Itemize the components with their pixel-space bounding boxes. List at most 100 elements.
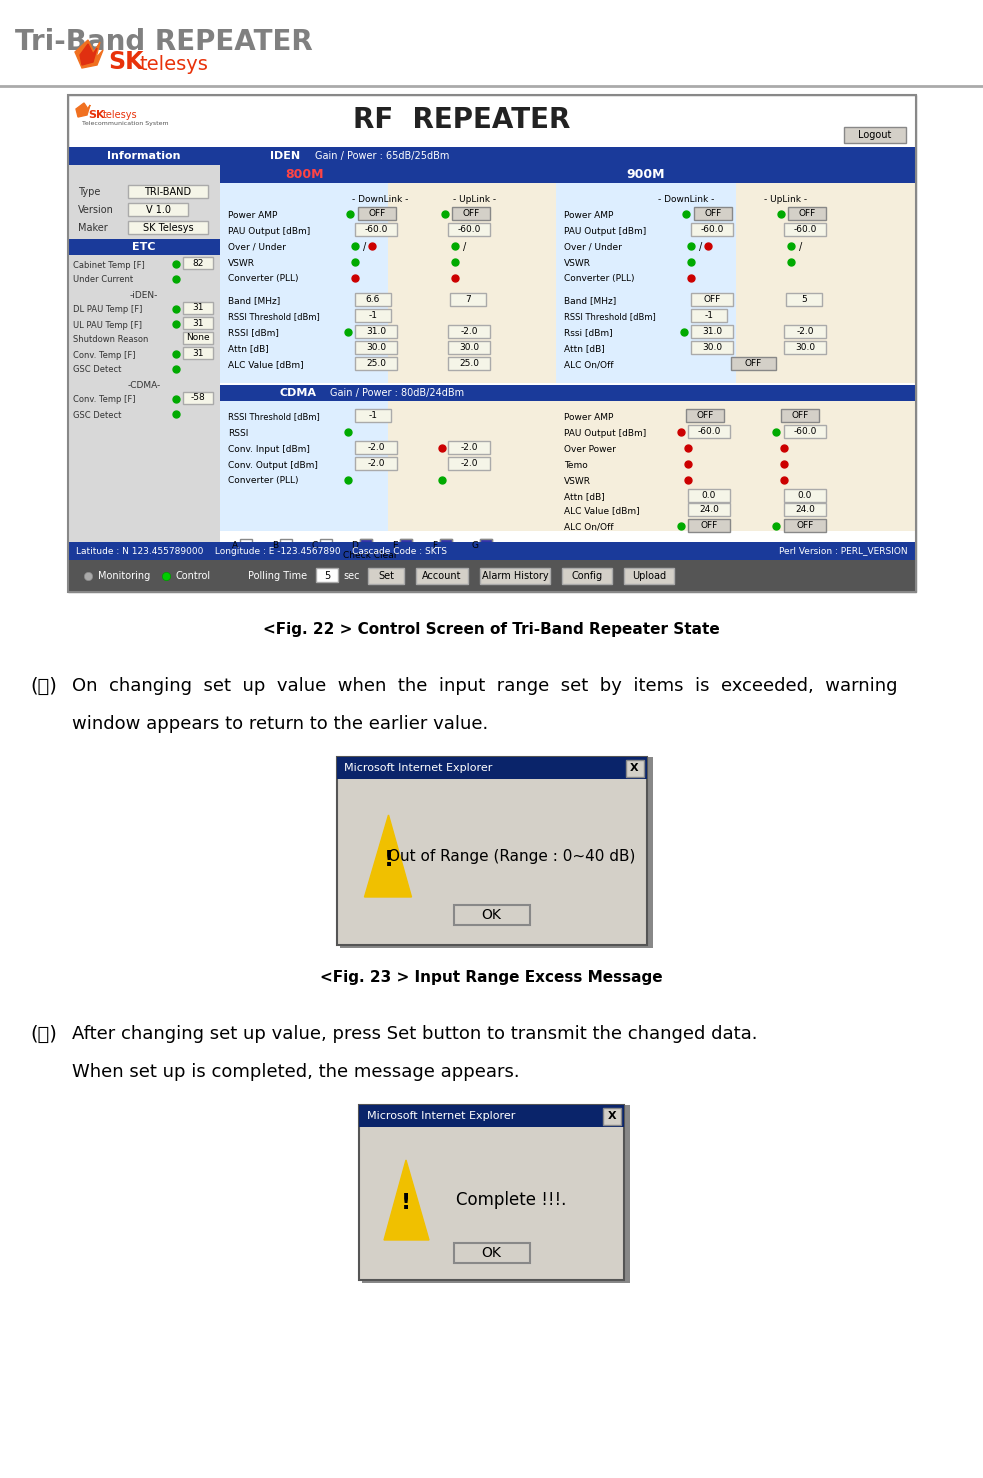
FancyBboxPatch shape xyxy=(355,293,391,306)
Text: Gain / Power : 80dB/24dBm: Gain / Power : 80dB/24dBm xyxy=(330,389,464,398)
Text: Perl Version : PERL_VERSION: Perl Version : PERL_VERSION xyxy=(780,547,908,556)
Text: 31: 31 xyxy=(193,318,203,328)
Text: -2.0: -2.0 xyxy=(460,327,478,336)
Text: Rssi [dBm]: Rssi [dBm] xyxy=(564,328,612,337)
Text: GSC Detect: GSC Detect xyxy=(73,365,121,374)
Text: IDEN: IDEN xyxy=(270,151,300,161)
Text: -60.0: -60.0 xyxy=(365,225,387,234)
FancyBboxPatch shape xyxy=(400,539,412,548)
FancyBboxPatch shape xyxy=(368,568,404,584)
FancyBboxPatch shape xyxy=(784,341,826,355)
Text: RSSI Threshold [dBm]: RSSI Threshold [dBm] xyxy=(228,312,319,322)
Text: Over / Under: Over / Under xyxy=(228,242,286,251)
Text: -1: -1 xyxy=(369,411,377,420)
Text: Over / Under: Over / Under xyxy=(564,242,622,251)
FancyBboxPatch shape xyxy=(784,503,826,516)
Text: (９): (９) xyxy=(30,1026,57,1043)
FancyBboxPatch shape xyxy=(360,539,372,548)
Text: -iDEN-: -iDEN- xyxy=(130,291,158,300)
Text: Config: Config xyxy=(571,571,603,581)
FancyBboxPatch shape xyxy=(416,568,468,584)
Text: VSWR: VSWR xyxy=(564,476,591,485)
FancyBboxPatch shape xyxy=(448,358,490,370)
FancyBboxPatch shape xyxy=(784,426,826,437)
Text: VSWR: VSWR xyxy=(228,259,255,268)
Text: When set up is completed, the message appears.: When set up is completed, the message ap… xyxy=(72,1063,520,1080)
Text: Attn [dB]: Attn [dB] xyxy=(564,344,605,353)
FancyBboxPatch shape xyxy=(453,1243,530,1264)
Text: - DownLink -: - DownLink - xyxy=(352,195,408,204)
FancyBboxPatch shape xyxy=(68,146,220,166)
Text: RSSI Threshold [dBm]: RSSI Threshold [dBm] xyxy=(228,412,319,421)
Text: ETC: ETC xyxy=(133,242,155,253)
FancyBboxPatch shape xyxy=(480,539,492,548)
Text: -58: -58 xyxy=(191,393,205,402)
Text: ALC On/Off: ALC On/Off xyxy=(564,361,613,370)
FancyBboxPatch shape xyxy=(183,347,213,359)
Text: telesys: telesys xyxy=(140,55,208,74)
Text: Conv. Temp [F]: Conv. Temp [F] xyxy=(73,396,136,405)
Text: Out of Range (Range : 0~40 dB): Out of Range (Range : 0~40 dB) xyxy=(388,850,635,865)
FancyBboxPatch shape xyxy=(183,333,213,344)
FancyBboxPatch shape xyxy=(68,95,916,593)
Text: Band [MHz]: Band [MHz] xyxy=(228,297,280,306)
FancyBboxPatch shape xyxy=(448,325,490,338)
Text: Power AMP: Power AMP xyxy=(564,210,613,220)
FancyBboxPatch shape xyxy=(220,183,556,383)
FancyBboxPatch shape xyxy=(440,539,452,548)
Text: SK: SK xyxy=(88,109,104,120)
Text: <Fig. 22 > Control Screen of Tri-Band Repeater State: <Fig. 22 > Control Screen of Tri-Band Re… xyxy=(263,622,720,637)
FancyBboxPatch shape xyxy=(362,1106,630,1283)
FancyBboxPatch shape xyxy=(183,302,213,313)
Text: 30.0: 30.0 xyxy=(795,343,815,352)
FancyBboxPatch shape xyxy=(68,542,916,560)
Text: G: G xyxy=(472,541,479,550)
Text: ALC Value [dBm]: ALC Value [dBm] xyxy=(228,361,304,370)
FancyBboxPatch shape xyxy=(784,489,826,503)
Text: Power AMP: Power AMP xyxy=(564,412,613,421)
Text: -1: -1 xyxy=(369,310,377,321)
Text: Complete !!!.: Complete !!!. xyxy=(456,1191,566,1209)
FancyBboxPatch shape xyxy=(691,293,733,306)
Text: Cabinet Temp [F]: Cabinet Temp [F] xyxy=(73,260,145,269)
Text: -CDMA-: -CDMA- xyxy=(128,380,160,390)
FancyBboxPatch shape xyxy=(335,548,405,563)
Text: 82: 82 xyxy=(193,259,203,268)
FancyBboxPatch shape xyxy=(844,127,906,143)
Text: Converter (PLL): Converter (PLL) xyxy=(564,275,634,284)
Text: SK: SK xyxy=(108,50,144,74)
Text: X: X xyxy=(630,763,639,773)
FancyBboxPatch shape xyxy=(686,409,724,423)
FancyBboxPatch shape xyxy=(448,223,490,236)
FancyBboxPatch shape xyxy=(784,325,826,338)
FancyBboxPatch shape xyxy=(280,539,292,548)
FancyBboxPatch shape xyxy=(183,316,213,330)
Text: 31.0: 31.0 xyxy=(702,327,723,336)
Text: 25.0: 25.0 xyxy=(366,359,386,368)
FancyBboxPatch shape xyxy=(788,207,826,220)
Text: telesys: telesys xyxy=(103,109,138,120)
Text: Logout: Logout xyxy=(858,130,892,140)
Text: !: ! xyxy=(383,850,393,871)
Text: sec: sec xyxy=(343,571,360,581)
Text: - UpLink -: - UpLink - xyxy=(453,195,496,204)
FancyBboxPatch shape xyxy=(220,401,556,531)
Text: ALC On/Off: ALC On/Off xyxy=(564,523,613,532)
Text: Attn [dB]: Attn [dB] xyxy=(228,344,268,353)
Text: Version: Version xyxy=(78,205,114,214)
Polygon shape xyxy=(384,1160,429,1240)
FancyBboxPatch shape xyxy=(786,293,822,306)
Polygon shape xyxy=(76,103,90,117)
Text: SK Telesys: SK Telesys xyxy=(143,223,194,234)
FancyBboxPatch shape xyxy=(339,757,653,947)
Text: 30.0: 30.0 xyxy=(366,343,386,352)
FancyBboxPatch shape xyxy=(388,183,556,383)
Text: OK: OK xyxy=(482,907,501,922)
Text: Type: Type xyxy=(78,188,100,197)
Text: DL PAU Temp [F]: DL PAU Temp [F] xyxy=(73,306,143,315)
FancyBboxPatch shape xyxy=(688,426,730,437)
Text: /: / xyxy=(699,242,702,253)
FancyBboxPatch shape xyxy=(480,539,492,548)
FancyBboxPatch shape xyxy=(183,392,213,403)
FancyBboxPatch shape xyxy=(448,457,490,470)
